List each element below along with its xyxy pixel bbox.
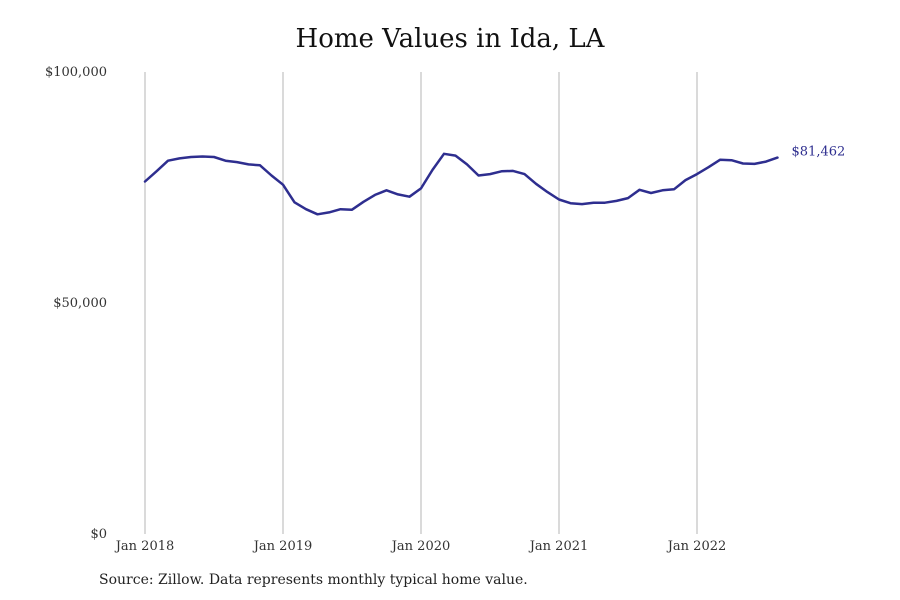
x-tick-label: Jan 2018 (114, 539, 175, 554)
x-tick-label: Jan 2021 (528, 539, 589, 554)
y-tick-label: $100,000 (45, 65, 107, 80)
y-axis: $0 $50,000 $100,000 (45, 65, 107, 542)
y-tick-label: $50,000 (53, 296, 107, 311)
series-layer: $81,462 (143, 145, 846, 216)
x-tick-label: Jan 2022 (666, 539, 727, 554)
end-value-label: $81,462 (792, 145, 846, 160)
gridlines (144, 72, 698, 534)
source-note: Source: Zillow. Data represents monthly … (99, 572, 528, 588)
x-axis: Jan 2018 Jan 2019 Jan 2020 Jan 2021 Jan 2022 (114, 539, 727, 554)
x-tick-label: Jan 2020 (390, 539, 451, 554)
y-tick-label: $0 (90, 527, 107, 542)
x-tick-label: Jan 2019 (252, 539, 313, 554)
series-line (143, 152, 779, 216)
chart-title: Home Values in Ida, LA (295, 24, 605, 54)
